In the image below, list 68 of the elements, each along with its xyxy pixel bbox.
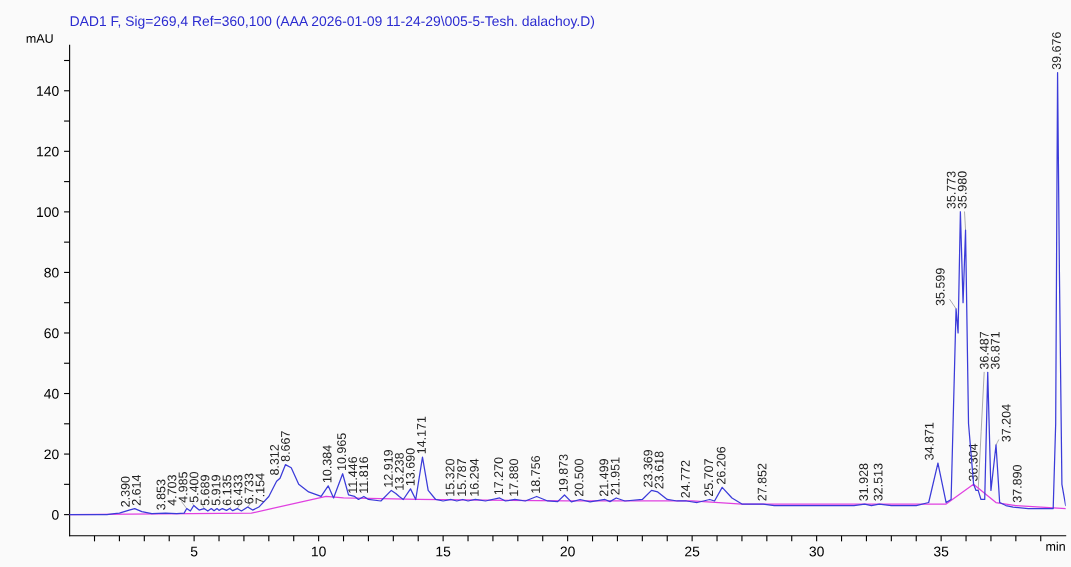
x-tick-label: 5 — [190, 546, 198, 557]
y-tick-label: 140 — [37, 86, 59, 96]
annotation: 31.928 — [859, 463, 868, 501]
annotation: 36.487 — [979, 331, 989, 370]
annotation: 11.816 — [359, 456, 369, 493]
annotation: 35.599 — [935, 268, 945, 306]
annotation: 21.499 — [599, 459, 609, 497]
chart-title: DAD1 F, Sig=269,4 Ref=360,100 (AAA 2026-01-09 11-24-29\005-5-Tesh. dalachoy.D) — [70, 15, 595, 29]
annotation: 16.294 — [469, 458, 479, 496]
y-tick-label: 100 — [37, 207, 59, 218]
x-tick-label: 25 — [685, 546, 700, 557]
annotation: 37.890 — [1012, 465, 1022, 503]
annotation: 26.206 — [716, 446, 726, 484]
line-series — [69, 71, 1066, 516]
y-tick-label: 120 — [37, 146, 59, 157]
y-axis-title: mAU — [26, 34, 53, 43]
annotation: 27.852 — [757, 463, 767, 501]
x-tick-label: 20 — [560, 546, 575, 557]
annotation: 6.135 — [222, 475, 232, 506]
annotation: 4.703 — [167, 475, 177, 506]
annotation: 12.919 — [383, 449, 393, 487]
annotation: 8.312 — [270, 444, 279, 475]
x-tick-label: 15 — [436, 546, 451, 557]
annotation: 32.513 — [873, 463, 883, 501]
annotation: 5.919 — [211, 475, 221, 506]
y-tick-label: 80 — [44, 267, 59, 278]
annotation: 5.400 — [189, 471, 199, 503]
annotation: 8.667 — [281, 431, 290, 462]
annotation: 15.320 — [445, 458, 455, 496]
annotation: 15.787 — [457, 459, 467, 496]
annotation: 6.733 — [244, 473, 254, 504]
annotation: 34.871 — [924, 422, 934, 460]
x-tick-label: 30 — [809, 546, 824, 557]
annotation: 3.853 — [156, 479, 166, 510]
y-tick-label: 0 — [52, 509, 59, 520]
annotation: 10.965 — [337, 433, 347, 471]
annotation: 5.689 — [200, 475, 210, 506]
x-tick-label: 35 — [933, 546, 949, 557]
annotation: 11.446 — [348, 456, 358, 493]
annotation: 36.871 — [990, 331, 1000, 370]
annotation: 19.873 — [558, 454, 568, 492]
annotation: 2.614 — [131, 474, 141, 506]
annotation: 23.618 — [654, 451, 664, 489]
annotation: 4.985 — [178, 472, 188, 503]
annotation: 13.238 — [394, 452, 404, 490]
annotation: 35.980 — [957, 171, 967, 209]
annotation: 17.270 — [494, 457, 504, 495]
annotation: 37.204 — [1001, 404, 1011, 442]
annotation: 14.171 — [417, 416, 426, 454]
annotation: 17.880 — [509, 458, 519, 496]
annotation: 39.676 — [1052, 32, 1061, 70]
annotation: 10.384 — [322, 445, 332, 483]
annotation: 20.500 — [574, 458, 584, 497]
annotation: 2.390 — [120, 476, 130, 507]
annotation: 35.773 — [946, 171, 956, 209]
annotation: 23.369 — [643, 449, 653, 487]
annotation: 24.772 — [680, 460, 690, 498]
y-tick-label: 20 — [44, 449, 59, 460]
annotation: 13.690 — [405, 448, 415, 486]
annotation: 25.707 — [704, 459, 714, 497]
annotation: 6.433 — [233, 475, 243, 506]
x-tick-label: 10 — [311, 546, 326, 557]
x-axis-title: min — [1046, 541, 1065, 551]
y-tick-label: 60 — [44, 328, 59, 339]
annotation: 21.951 — [610, 457, 620, 495]
annotation: 7.154 — [255, 473, 265, 504]
annotation: 18.756 — [531, 456, 541, 493]
y-tick-label: 40 — [44, 388, 59, 399]
